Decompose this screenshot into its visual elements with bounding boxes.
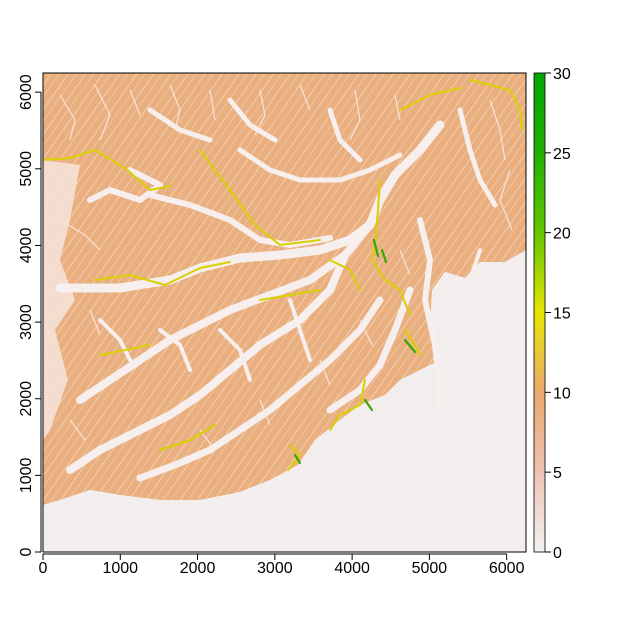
x-tick-label: 6000: [489, 560, 525, 577]
valleys: [55, 97, 498, 482]
colorbar-legend: 0 5 10 15 20 25 30: [533, 66, 571, 562]
x-axis: 0 1000 2000 3000 4000 5000 6000: [39, 553, 525, 577]
plot-frame: [42, 72, 527, 553]
lowland-plain: [43, 262, 526, 552]
colorbar-tick-label: 25: [553, 146, 571, 163]
x-tick-label: 3000: [257, 560, 293, 577]
colorbar-tick-label: 10: [553, 385, 571, 402]
x-tick-label: 1000: [102, 560, 138, 577]
x-tick-label: 2000: [180, 560, 216, 577]
colorbar-ramp: [534, 73, 545, 552]
colorbar-ticks: 0 5 10 15 20 25 30: [545, 66, 571, 562]
ridge-lines: [43, 79, 523, 471]
y-tick-label: 2000: [18, 381, 35, 417]
y-tick-label: 3000: [18, 304, 35, 340]
y-tick-label: 6000: [18, 74, 35, 110]
colorbar-tick-label: 5: [553, 465, 562, 482]
x-tick-label: 0: [39, 560, 48, 577]
y-tick-label: 5000: [18, 151, 35, 187]
elevation-raster: [43, 73, 526, 552]
x-tick-label: 5000: [412, 560, 448, 577]
colorbar-tick-label: 30: [553, 66, 571, 83]
peak-marks: [293, 238, 417, 465]
y-tick-label: 1000: [18, 457, 35, 493]
x-tick-label: 4000: [334, 560, 370, 577]
colorbar-tick-label: 0: [553, 545, 562, 562]
colorbar-tick-label: 15: [553, 306, 571, 323]
y-tick-label: 4000: [18, 228, 35, 264]
y-tick-label: 0: [18, 547, 35, 556]
lowland-left: [43, 160, 80, 440]
colorbar-tick-label: 20: [553, 226, 571, 243]
y-axis: 0 1000 2000 3000 4000 5000 6000: [18, 74, 42, 556]
